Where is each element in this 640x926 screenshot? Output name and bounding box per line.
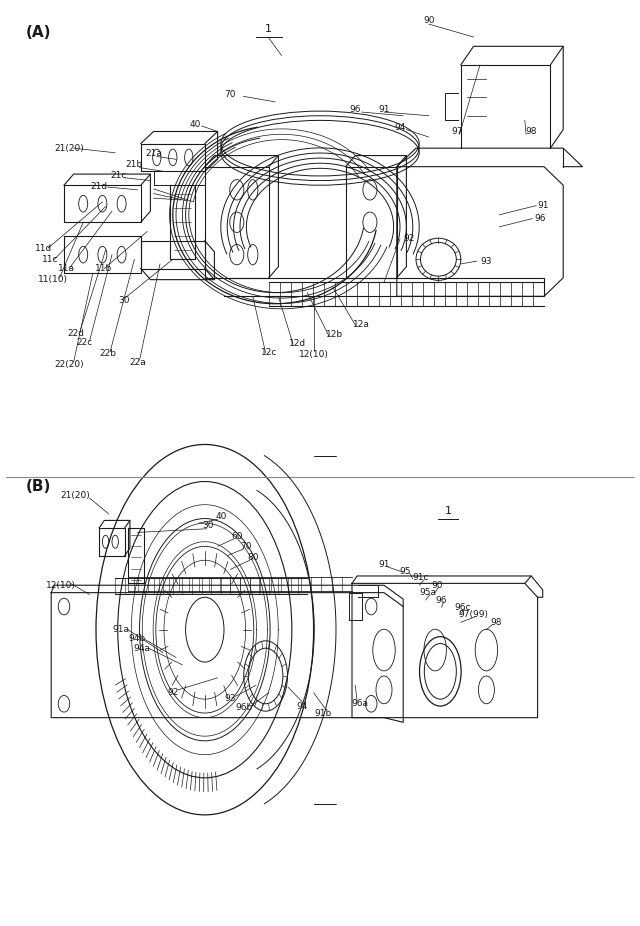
Text: 21(20): 21(20) bbox=[54, 144, 84, 153]
Text: 22c: 22c bbox=[77, 338, 93, 347]
Text: 21a: 21a bbox=[145, 149, 162, 158]
Text: 92: 92 bbox=[403, 234, 415, 244]
Text: 91b: 91b bbox=[315, 708, 332, 718]
Text: 60: 60 bbox=[231, 532, 243, 541]
Text: 91: 91 bbox=[378, 105, 390, 114]
Text: 70: 70 bbox=[225, 90, 236, 99]
Text: 21b: 21b bbox=[126, 160, 143, 169]
Text: 93: 93 bbox=[225, 694, 236, 703]
Text: 12(10): 12(10) bbox=[299, 350, 328, 359]
Text: 22d: 22d bbox=[67, 329, 84, 338]
Text: 12b: 12b bbox=[326, 330, 342, 339]
Text: 12(10): 12(10) bbox=[46, 581, 76, 590]
Text: 21c: 21c bbox=[110, 171, 127, 181]
Text: 96c: 96c bbox=[454, 603, 471, 612]
Text: 11a: 11a bbox=[58, 264, 75, 273]
Text: 97: 97 bbox=[452, 127, 463, 136]
Text: 94: 94 bbox=[394, 123, 406, 132]
Text: 22(20): 22(20) bbox=[54, 360, 84, 369]
Text: 96b: 96b bbox=[236, 703, 253, 712]
Text: 11(10): 11(10) bbox=[38, 275, 68, 284]
Text: 94: 94 bbox=[296, 702, 308, 711]
Text: 94a: 94a bbox=[133, 644, 150, 653]
Text: 91: 91 bbox=[378, 560, 390, 569]
Text: 40: 40 bbox=[189, 119, 201, 129]
Text: 90: 90 bbox=[423, 16, 435, 25]
Text: 90: 90 bbox=[431, 581, 443, 590]
Text: 11d: 11d bbox=[35, 244, 52, 253]
Text: 22a: 22a bbox=[129, 358, 146, 368]
Text: 95a: 95a bbox=[419, 588, 436, 597]
Text: 96: 96 bbox=[436, 595, 447, 605]
Text: 91c: 91c bbox=[412, 573, 429, 582]
Text: 95: 95 bbox=[399, 567, 411, 576]
Text: 96a: 96a bbox=[351, 699, 368, 708]
Text: 12a: 12a bbox=[353, 319, 370, 329]
Text: 93: 93 bbox=[480, 257, 492, 266]
Text: 30: 30 bbox=[118, 296, 130, 306]
Text: 92: 92 bbox=[167, 688, 179, 697]
Text: 11c: 11c bbox=[42, 255, 58, 264]
Text: 11b: 11b bbox=[95, 264, 112, 273]
Text: 21d: 21d bbox=[91, 181, 108, 191]
Text: 40: 40 bbox=[215, 512, 227, 521]
Text: 22b: 22b bbox=[99, 349, 116, 358]
Text: 97(99): 97(99) bbox=[459, 610, 488, 619]
Text: 12c: 12c bbox=[260, 348, 277, 357]
Text: 91a: 91a bbox=[112, 625, 129, 634]
Text: 30: 30 bbox=[202, 521, 214, 531]
Text: 1: 1 bbox=[445, 506, 451, 516]
Text: 1: 1 bbox=[266, 24, 272, 34]
Text: 98: 98 bbox=[525, 127, 537, 136]
Text: 80: 80 bbox=[247, 553, 259, 562]
Text: 70: 70 bbox=[241, 542, 252, 551]
Text: 91: 91 bbox=[538, 201, 549, 210]
Text: (A): (A) bbox=[26, 25, 51, 40]
Text: 96: 96 bbox=[534, 214, 546, 223]
Text: 21(20): 21(20) bbox=[61, 491, 90, 500]
Text: 98: 98 bbox=[490, 618, 502, 627]
Text: 96: 96 bbox=[349, 105, 361, 114]
Text: 94b: 94b bbox=[128, 634, 145, 644]
Text: 12d: 12d bbox=[289, 339, 306, 348]
Text: (B): (B) bbox=[26, 479, 51, 494]
